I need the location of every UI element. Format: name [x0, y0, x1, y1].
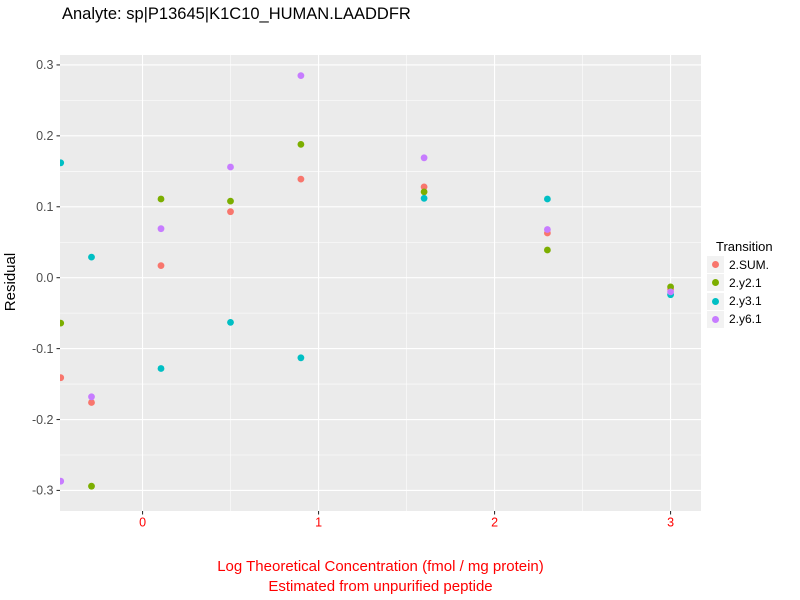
legend-item: 2.y3.1	[707, 292, 769, 310]
data-point-2.y2.1	[297, 141, 305, 148]
legend-key	[707, 310, 724, 328]
data-point-2.y6.1	[60, 477, 65, 485]
legend-label: 2.SUM.	[729, 257, 770, 272]
data-point-2.y6.1	[667, 288, 674, 296]
y-tick-label: 0.0	[36, 271, 53, 285]
y-tick-label: -0.1	[32, 342, 54, 356]
y-tick-label: -0.3	[32, 484, 54, 498]
x-tick-label: 2	[491, 516, 498, 530]
y-axis-title: Residual	[2, 253, 19, 311]
legend-dot-icon	[712, 315, 719, 323]
data-point-2.y2.1	[544, 246, 551, 254]
x-tick-label: 1	[315, 516, 322, 530]
y-tick-label: 0.2	[36, 129, 53, 143]
x-tick-label: 0	[139, 516, 146, 530]
x-axis-title: Log Theoretical Concentration (fmol / mg…	[60, 557, 701, 597]
data-point-2.y2.1	[60, 319, 65, 327]
x-axis-title-line2: Estimated from unpurified peptide	[268, 578, 493, 595]
data-point-2.y3.1	[60, 159, 65, 167]
legend-items: 2.SUM. 2.y2.1 2.y3.1 2.y6.1	[707, 256, 769, 328]
x-axis-title-line1: Log Theoretical Concentration (fmol / mg…	[217, 558, 544, 575]
data-point-2.y2.1	[88, 482, 95, 490]
data-point-2.y3.1	[227, 319, 234, 326]
legend-title: Transition	[716, 239, 773, 254]
y-tick-label: 0.1	[36, 200, 53, 214]
data-point-2.y3.1	[544, 195, 551, 203]
legend-key	[707, 256, 724, 273]
data-point-2.y3.1	[157, 365, 165, 372]
legend-label: 2.y3.1	[729, 294, 762, 309]
legend-dot-icon	[712, 297, 719, 305]
data-point-2.SUM.	[157, 262, 165, 269]
plot-title: Analyte: sp|P13645|K1C10_HUMAN.LAADDFR	[62, 5, 411, 23]
data-point-2.SUM.	[297, 175, 305, 183]
data-point-2.y2.1	[157, 195, 165, 203]
data-point-2.SUM.	[60, 374, 65, 382]
legend-label: 2.y2.1	[729, 275, 762, 290]
data-point-2.y2.1	[667, 283, 674, 291]
x-tick-label: 3	[667, 516, 674, 530]
legend-key	[707, 292, 724, 310]
data-point-2.SUM.	[420, 183, 428, 191]
data-point-2.y6.1	[420, 154, 428, 162]
points-layer	[60, 72, 674, 490]
data-point-2.y6.1	[227, 163, 234, 171]
legend-key	[707, 274, 724, 292]
legend-dot-icon	[712, 261, 719, 268]
data-point-2.y6.1	[297, 72, 305, 79]
data-point-2.y6.1	[88, 393, 95, 401]
y-tick-label: 0.3	[36, 58, 53, 72]
data-point-2.y3.1	[420, 194, 428, 202]
plot-panel	[60, 55, 701, 511]
data-point-2.y2.1	[420, 188, 428, 196]
legend-label: 2.y6.1	[729, 312, 762, 327]
data-point-2.y3.1	[297, 354, 305, 362]
legend-dot-icon	[712, 279, 719, 287]
data-point-2.y6.1	[157, 225, 165, 233]
legend-item: 2.y2.1	[707, 274, 769, 292]
data-point-2.y6.1	[544, 226, 551, 233]
data-point-2.SUM.	[88, 399, 95, 406]
y-tick-label: -0.2	[32, 413, 54, 427]
data-point-2.y3.1	[88, 253, 95, 261]
data-point-2.y2.1	[227, 197, 234, 205]
data-point-2.SUM.	[227, 208, 234, 216]
legend-item: 2.y6.1	[707, 310, 769, 328]
legend-item: 2.SUM.	[707, 256, 769, 273]
